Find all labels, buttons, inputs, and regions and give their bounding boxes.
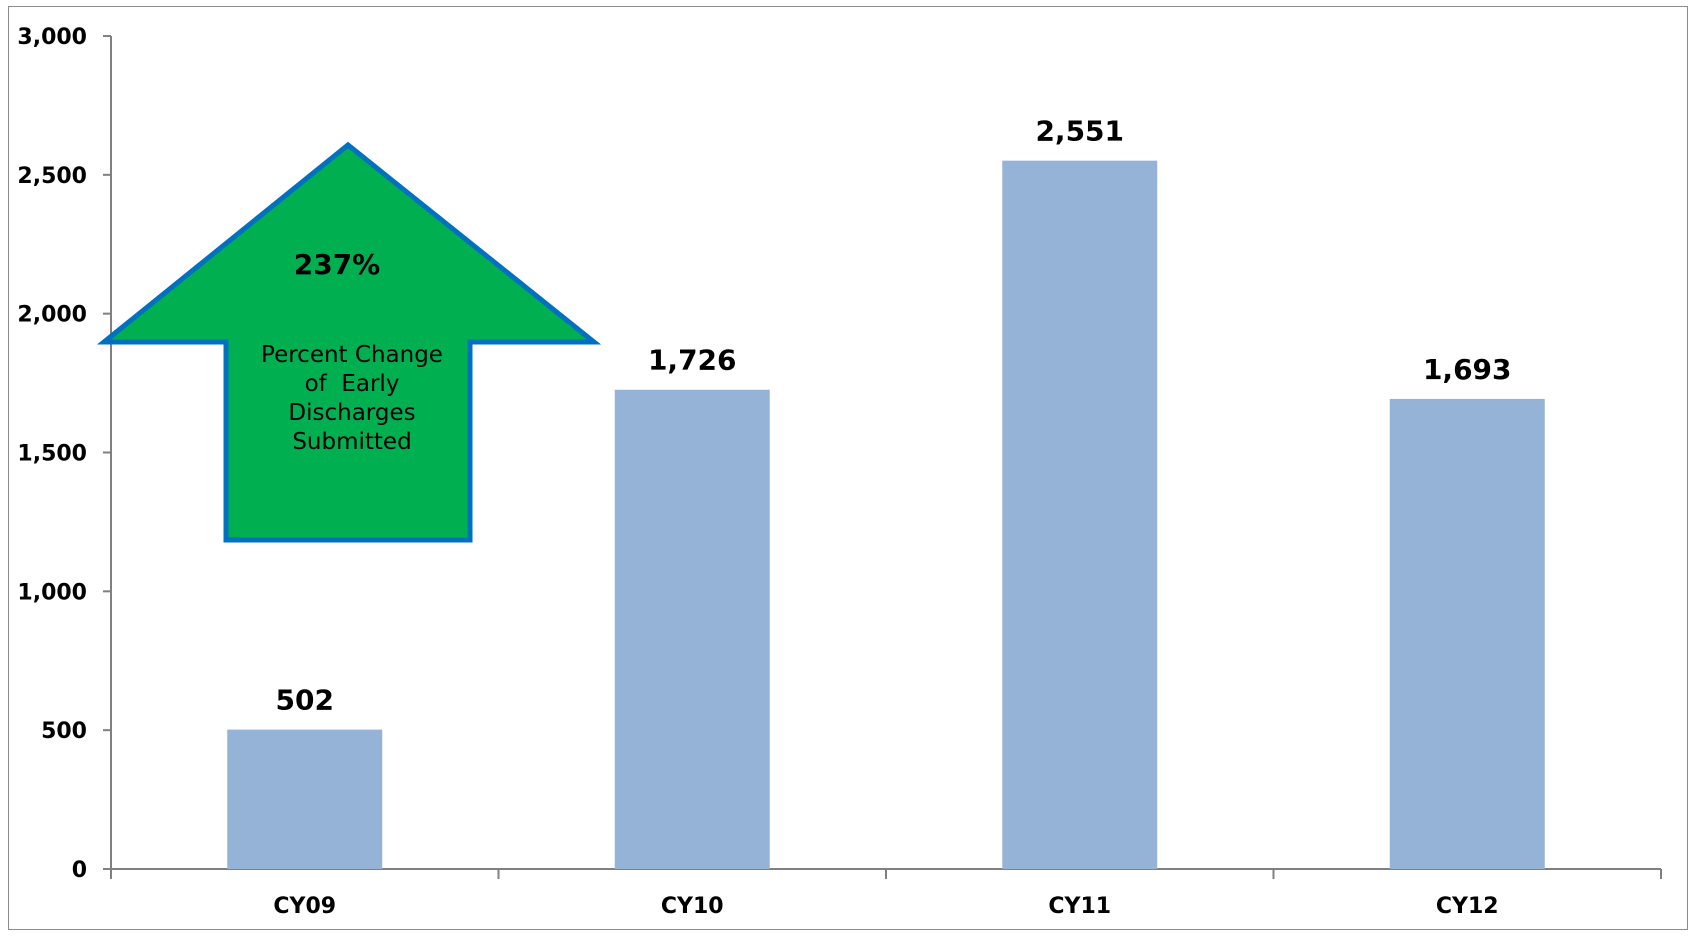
y-tick-label: 2,500 xyxy=(17,164,87,189)
annotation-caption-line: of Early xyxy=(305,371,400,397)
x-category-label: CY10 xyxy=(661,894,724,919)
x-category-label: CY12 xyxy=(1436,894,1499,919)
y-tick-label: 2,000 xyxy=(17,303,87,328)
bar xyxy=(1002,160,1158,869)
data-label: 1,693 xyxy=(1423,353,1512,386)
bar xyxy=(227,729,383,869)
x-axis: CY09 CY10 CY11 CY12 xyxy=(110,868,1662,919)
annotation-caption-line: Discharges xyxy=(288,400,415,426)
annotation-caption-line: Submitted xyxy=(292,429,411,455)
y-tick-label: 0 xyxy=(72,858,87,883)
y-tick-label: 3,000 xyxy=(17,25,87,50)
bars: 502 1,726 2,551 1,693 xyxy=(227,115,1545,869)
x-category-label: CY11 xyxy=(1048,894,1111,919)
data-label: 502 xyxy=(276,684,334,717)
y-tick-label: 1,000 xyxy=(17,580,87,605)
up-arrow-shape xyxy=(96,141,602,543)
percent-change-annotation: 237% Percent Change of Early Discharges … xyxy=(96,141,602,543)
bar xyxy=(614,389,770,869)
bar xyxy=(1389,398,1545,869)
y-tick-label: 1,500 xyxy=(17,442,87,467)
y-tick-label: 500 xyxy=(41,719,87,744)
data-label: 2,551 xyxy=(1035,115,1124,148)
annotation-caption-line: Percent Change xyxy=(261,342,443,368)
y-axis: 0 500 1,000 1,500 2,000 2,500 3,000 xyxy=(17,25,112,883)
data-label: 1,726 xyxy=(648,344,737,377)
annotation-percent: 237% xyxy=(294,248,381,281)
x-category-label: CY09 xyxy=(273,894,336,919)
